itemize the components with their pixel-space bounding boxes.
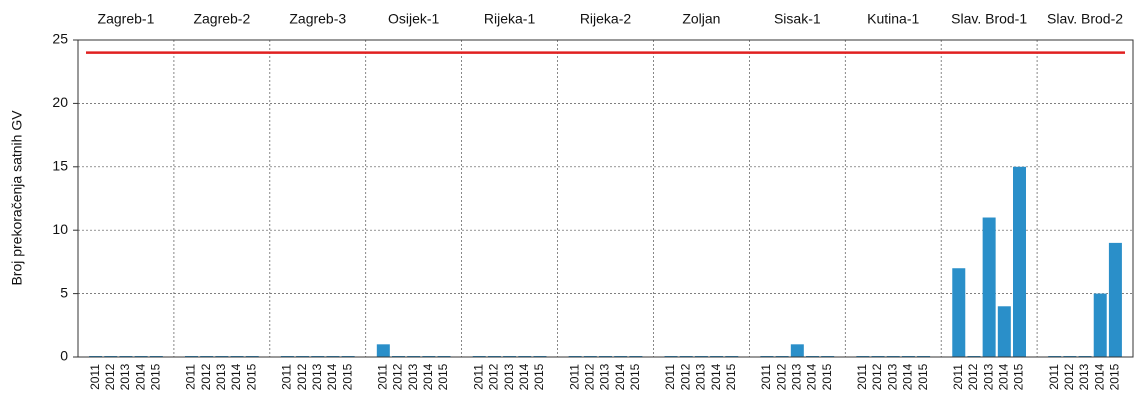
x-tick-label: 2015 xyxy=(148,363,162,390)
group-label: Osijek-1 xyxy=(388,11,440,27)
x-tick-label: 2011 xyxy=(184,364,198,390)
group-label: Slav. Brod-1 xyxy=(951,11,1027,27)
x-tick-label: 2013 xyxy=(214,363,228,390)
group-label: Sisak-1 xyxy=(774,11,821,27)
x-tick-label: 2014 xyxy=(229,363,243,390)
x-tick-label: 2013 xyxy=(310,363,324,390)
group-label: Kutina-1 xyxy=(867,11,919,27)
group-label: Zoljan xyxy=(682,11,720,27)
bar xyxy=(1093,293,1107,357)
group-label: Rijeka-1 xyxy=(484,11,536,27)
x-tick-label: 2012 xyxy=(391,363,405,390)
y-tick-label: 25 xyxy=(52,31,68,47)
x-tick-label: 2015 xyxy=(244,363,258,390)
x-tick-label: 2015 xyxy=(628,363,642,390)
y-axis-label: Broj prekoračenja satnih GV xyxy=(9,110,25,286)
x-tick-label: 2011 xyxy=(471,364,485,390)
x-tick-label: 2015 xyxy=(724,363,738,390)
group-label: Slav. Brod-2 xyxy=(1047,11,1123,27)
bar xyxy=(376,344,390,357)
y-tick-label: 0 xyxy=(60,348,68,364)
x-tick-label: 2014 xyxy=(613,363,627,390)
x-tick-label: 2015 xyxy=(1012,363,1026,390)
x-tick-label: 2011 xyxy=(663,364,677,390)
x-tick-label: 2012 xyxy=(1062,363,1076,390)
x-tick-label: 2012 xyxy=(678,363,692,390)
group-label: Zagreb-3 xyxy=(289,11,346,27)
x-tick-label: 2013 xyxy=(789,363,803,390)
x-tick-label: 2011 xyxy=(375,364,389,390)
x-tick-label: 2012 xyxy=(487,363,501,390)
x-tick-label: 2012 xyxy=(774,363,788,390)
x-tick-label: 2013 xyxy=(694,363,708,390)
x-tick-label: 2015 xyxy=(1108,363,1122,390)
x-tick-label: 2011 xyxy=(280,364,294,390)
x-tick-label: 2013 xyxy=(502,363,516,390)
bar xyxy=(1013,166,1026,357)
x-tick-label: 2015 xyxy=(436,363,450,390)
x-tick-label: 2011 xyxy=(855,364,869,390)
bar xyxy=(790,344,804,357)
x-tick-label: 2013 xyxy=(598,363,612,390)
x-tick-label: 2014 xyxy=(996,363,1010,390)
x-tick-label: 2015 xyxy=(532,363,546,390)
x-tick-label: 2014 xyxy=(1092,363,1106,390)
y-tick-label: 10 xyxy=(52,221,68,237)
x-tick-label: 2013 xyxy=(118,363,132,390)
x-tick-label: 2011 xyxy=(951,364,965,390)
x-tick-label: 2013 xyxy=(981,363,995,390)
bar xyxy=(952,268,966,357)
x-tick-label: 2012 xyxy=(295,363,309,390)
x-tick-label: 2012 xyxy=(582,363,596,390)
x-tick-label: 2014 xyxy=(901,363,915,390)
y-tick-label: 15 xyxy=(52,158,68,174)
x-tick-label: 2014 xyxy=(517,363,531,390)
group-label: Zagreb-2 xyxy=(193,11,250,27)
y-tick-label: 5 xyxy=(60,284,68,300)
x-tick-label: 2011 xyxy=(759,364,773,390)
x-tick-label: 2012 xyxy=(966,363,980,390)
x-tick-label: 2013 xyxy=(406,363,420,390)
plot-frame xyxy=(77,39,1134,358)
x-tick-label: 2012 xyxy=(199,363,213,390)
bar xyxy=(982,217,996,357)
bar xyxy=(997,306,1011,357)
x-tick-label: 2011 xyxy=(1047,364,1061,390)
x-tick-label: 2011 xyxy=(567,364,581,390)
x-tick-label: 2014 xyxy=(709,363,723,390)
x-tick-label: 2014 xyxy=(325,363,339,390)
x-tick-label: 2015 xyxy=(340,363,354,390)
x-tick-label: 2015 xyxy=(916,363,930,390)
x-tick-label: 2013 xyxy=(1077,363,1091,390)
group-label: Zagreb-1 xyxy=(98,11,155,27)
x-tick-label: 2011 xyxy=(88,364,102,390)
group-label: Rijeka-2 xyxy=(580,11,632,27)
x-tick-label: 2014 xyxy=(133,363,147,390)
x-tick-label: 2013 xyxy=(885,363,899,390)
x-tick-label: 2015 xyxy=(820,363,834,390)
x-tick-label: 2012 xyxy=(870,363,884,390)
x-tick-label: 2014 xyxy=(805,363,819,390)
bar xyxy=(1108,242,1122,357)
y-tick-label: 20 xyxy=(52,94,68,110)
x-tick-label: 2012 xyxy=(103,363,117,390)
x-tick-label: 2014 xyxy=(421,363,435,390)
